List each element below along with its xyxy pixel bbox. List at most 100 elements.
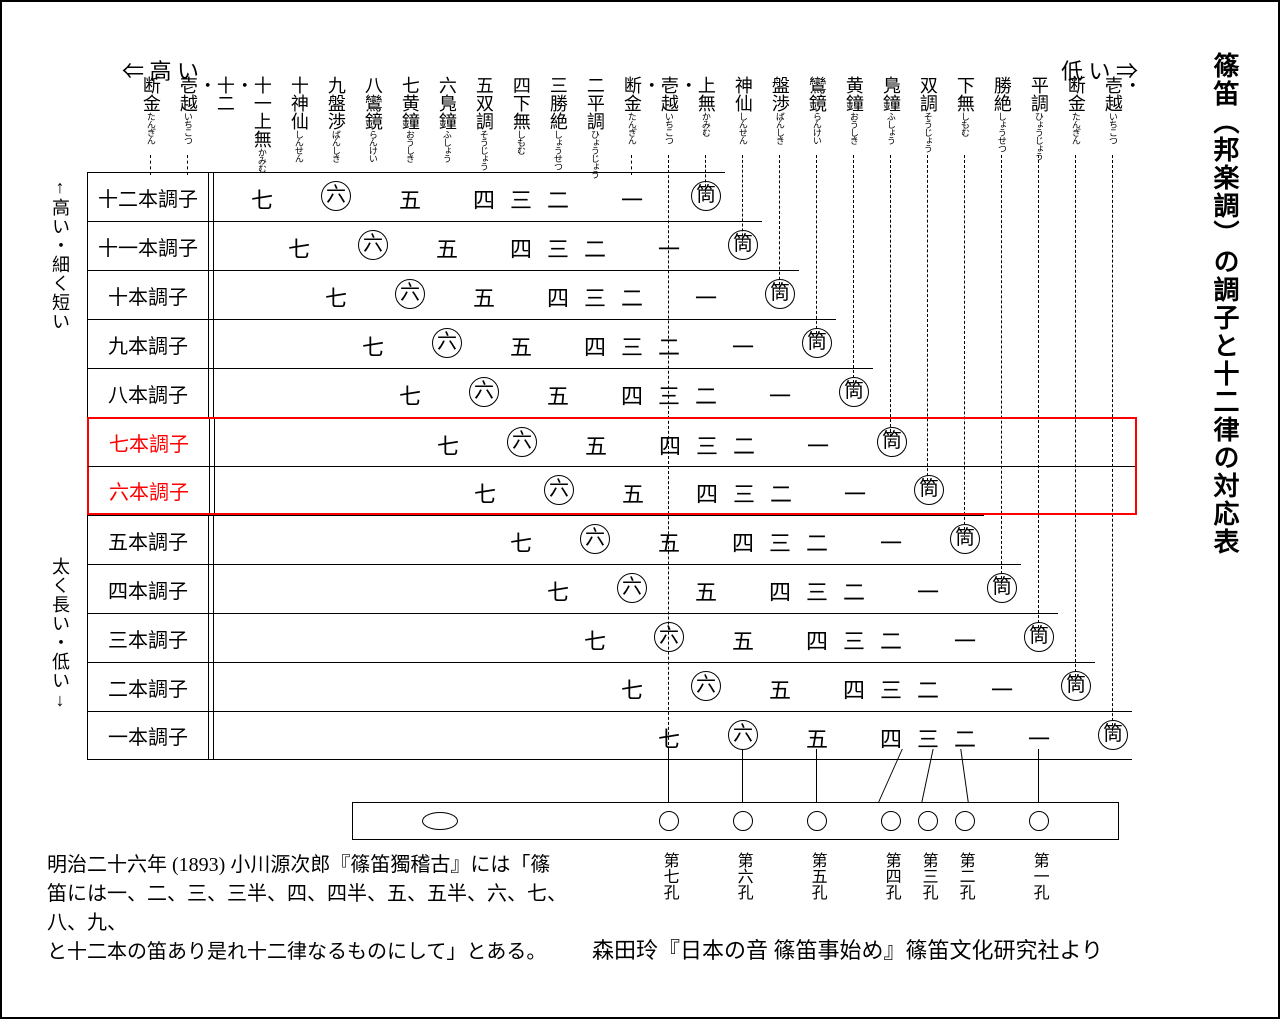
header-col: 黄鐘おうしき <box>844 76 863 144</box>
note-cell: 二 <box>954 722 976 754</box>
header-col: 断金たんぎん <box>1066 76 1085 144</box>
note-cell: 筒 <box>987 573 1017 603</box>
note-cell: 三 <box>806 575 828 607</box>
note-cell: 五 <box>732 624 754 656</box>
header-col: 神仙しんせん <box>733 76 752 144</box>
note-cell: 二 <box>733 429 755 461</box>
note-cell: 五 <box>510 330 532 362</box>
note-cell: 三 <box>917 722 939 754</box>
choshi-row: 一本調子筒一二三四五六七 <box>87 711 1132 760</box>
row-label: 七本調子 <box>89 419 210 466</box>
choshi-row: 四本調子筒一二三四五六七 <box>87 564 1021 613</box>
note-cell: 三 <box>696 429 718 461</box>
hole-label: 第五孔 <box>808 852 826 900</box>
row-label: 四本調子 <box>88 565 209 613</box>
row-label: 十本調子 <box>88 271 209 319</box>
row-label: 一本調子 <box>88 712 209 759</box>
hole-label: 第一孔 <box>1030 852 1048 900</box>
header-col: 十神仙しんせん <box>289 76 308 162</box>
note-cell: 七 <box>325 281 347 313</box>
note-cell: 七 <box>399 379 421 411</box>
note-cell: 二 <box>695 379 717 411</box>
choshi-row: 九本調子筒一二三四五六七 <box>87 319 836 368</box>
note-cell: 六 <box>507 427 537 457</box>
note-cell: 一 <box>807 429 829 461</box>
header-col: ・十二 <box>215 76 253 112</box>
note-cell: 筒 <box>691 181 721 211</box>
choshi-row: 三本調子筒一二三四五六七 <box>87 613 1058 662</box>
note-cell: 筒 <box>877 427 907 457</box>
header-col: 上無かみむ <box>696 76 715 136</box>
row-label: 六本調子 <box>89 467 210 513</box>
note-cell: 筒 <box>839 377 869 407</box>
note-cell: 五 <box>585 429 607 461</box>
note-cell: 二 <box>917 673 939 705</box>
note-cell: 六 <box>395 279 425 309</box>
note-cell: 一 <box>880 526 902 558</box>
note-cell: 五 <box>658 526 680 558</box>
note-cell: 五 <box>436 232 458 264</box>
note-cell: 三 <box>621 330 643 362</box>
choshi-row: 十本調子筒一二三四五六七 <box>87 270 799 319</box>
row-label: 九本調子 <box>88 320 209 368</box>
note-cell: 筒 <box>802 328 832 358</box>
note-cell: 二 <box>621 281 643 313</box>
note-cell: 七 <box>584 624 606 656</box>
choshi-row: 十一本調子筒一二三四五六七 <box>87 221 762 270</box>
hole-label: 第六孔 <box>734 852 752 900</box>
note-cell: 一 <box>954 624 976 656</box>
hole-label: 第四孔 <box>882 852 900 900</box>
note-cell: 四 <box>547 281 569 313</box>
row-label: 十二本調子 <box>88 173 209 221</box>
header-col: ・壱越いちこつ <box>178 76 216 144</box>
note-cell: 四 <box>621 379 643 411</box>
flute-hole <box>918 811 938 831</box>
row-label: 五本調子 <box>88 516 209 564</box>
note-cell: 筒 <box>765 279 795 309</box>
note-cell: 七 <box>437 429 459 461</box>
choshi-row: 十二本調子筒一二三四五六七 <box>87 172 725 221</box>
flute-hole <box>955 811 975 831</box>
note-cell: 四 <box>510 232 532 264</box>
choshi-row: 五本調子筒一二三四五六七 <box>87 515 984 564</box>
note-cell: 六 <box>580 524 610 554</box>
header-col: 二平調ひょうじょう <box>585 76 604 178</box>
header-col: ・壱越いちこつ <box>659 76 697 144</box>
hole-label: 第七孔 <box>660 852 678 900</box>
note-cell: 一 <box>621 183 643 215</box>
note-cell: 三 <box>880 673 902 705</box>
note-cell: 五 <box>806 722 828 754</box>
row-label: 三本調子 <box>88 614 209 662</box>
note-cell: 七 <box>510 526 532 558</box>
note-cell: 六 <box>654 622 684 652</box>
note-cell: 三 <box>547 232 569 264</box>
note-cell: 五 <box>622 477 644 509</box>
note-cell: 一 <box>732 330 754 362</box>
header-col: 九盤渉ばんしき <box>326 76 345 162</box>
header-col: 七黄鐘おうしき <box>400 76 419 162</box>
note-cell: 筒 <box>1024 622 1054 652</box>
header-col: 下無しもむ <box>955 76 974 136</box>
note-cell: 二 <box>584 232 606 264</box>
flute-hole <box>659 811 679 831</box>
note-cell: 六 <box>321 181 351 211</box>
header-col: 勝絶しょうせつ <box>992 76 1011 152</box>
flute-hole <box>807 811 827 831</box>
note-cell: 筒 <box>914 475 944 505</box>
header-col: 鳬鐘ふしょう <box>881 76 900 144</box>
note-cell: 三 <box>843 624 865 656</box>
note-cell: 三 <box>769 526 791 558</box>
note-cell: 二 <box>770 477 792 509</box>
header-col: 双調そうじょう <box>918 76 937 152</box>
note-cell: 四 <box>732 526 754 558</box>
note-cell: 七 <box>362 330 384 362</box>
footnote-right: 森田玲『日本の音 篠笛事始め』篠笛文化研究社より <box>592 935 1103 967</box>
side-arrow-top: ↑高い・細く短い <box>47 177 73 331</box>
note-cell: 七 <box>658 722 680 754</box>
page-title: 篠笛（邦楽調）の調子と十二律の対応表 <box>1206 52 1243 556</box>
row-label: 十一本調子 <box>88 222 209 270</box>
note-cell: 四 <box>584 330 606 362</box>
note-cell: 三 <box>510 183 532 215</box>
choshi-row: 七本調子筒一二三四五六七 <box>87 417 1137 466</box>
choshi-row: 八本調子筒一二三四五六七 <box>87 368 873 417</box>
